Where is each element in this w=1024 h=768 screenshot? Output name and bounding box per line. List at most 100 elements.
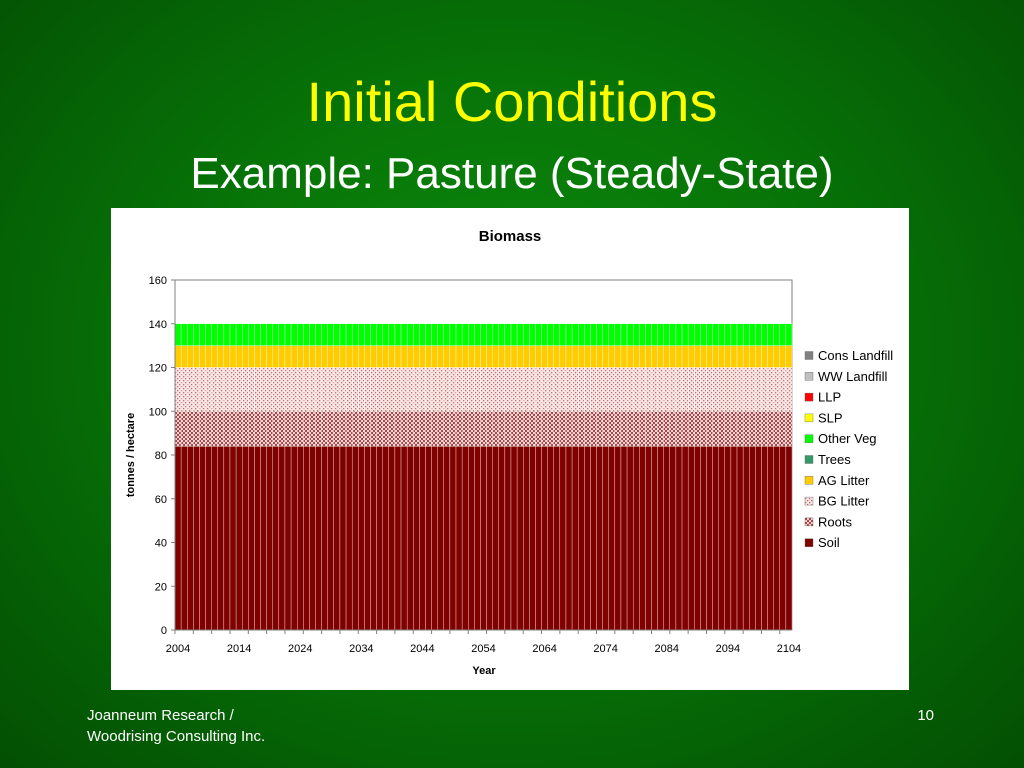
bar-segment-ag-litter: [547, 345, 554, 368]
legend-item: AG Litter: [804, 473, 870, 488]
bar-segment-ag-litter: [681, 345, 689, 368]
bar-segment-bg-litter: [724, 367, 732, 412]
bar-segment-roots: [468, 411, 475, 447]
bar-segment-roots: [187, 411, 194, 447]
bar-segment-roots: [400, 411, 408, 447]
bar-segment-ag-litter: [284, 345, 292, 368]
bar-segment-other-veg: [486, 323, 493, 346]
legend-swatch: [804, 538, 814, 547]
bar-segment-roots: [297, 411, 304, 447]
bar-segment-soil: [608, 446, 616, 631]
bar-segment-ag-litter: [180, 345, 188, 368]
bar-segment-ag-litter: [339, 345, 347, 368]
bar-segment-other-veg: [767, 323, 774, 346]
bar-segment-soil: [406, 446, 414, 631]
bar-segment-bg-litter: [608, 367, 616, 412]
bar-segment-bg-litter: [406, 367, 414, 412]
bar-segment-bg-litter: [663, 367, 670, 412]
bar-segment-soil: [620, 446, 628, 631]
bar-segment-other-veg: [406, 323, 414, 346]
bar-segment-bg-litter: [205, 367, 212, 412]
bar-segment-bg-litter: [761, 367, 768, 412]
legend-swatch: [804, 455, 814, 464]
bar-segment-ag-litter: [400, 345, 408, 368]
bar-segment-roots: [205, 411, 212, 447]
bar-segment-bg-litter: [351, 367, 359, 412]
bar-segment-ag-litter: [376, 345, 383, 368]
bar-segment-roots: [584, 411, 591, 447]
bar-segment-ag-litter: [455, 345, 463, 368]
bar-segment-other-veg: [614, 323, 622, 346]
bar-segment-roots: [254, 411, 261, 447]
bar-segment-soil: [431, 446, 438, 631]
bar-segment-roots: [559, 411, 567, 447]
bar-segment-roots: [614, 411, 622, 447]
bar-segment-soil: [749, 446, 756, 631]
bar-segment-soil: [394, 446, 402, 631]
bar-segment-soil: [529, 446, 536, 631]
bar-segment-bg-litter: [309, 367, 316, 412]
legend-label: SLP: [818, 410, 843, 425]
bar-segment-soil: [584, 446, 591, 631]
bar-segment-bg-litter: [321, 367, 328, 412]
bar-segment-other-veg: [645, 323, 652, 346]
bar-segment-bg-litter: [755, 367, 762, 412]
bar-segment-bg-litter: [486, 367, 493, 412]
bar-segment-bg-litter: [730, 367, 738, 412]
bar-segment-soil: [779, 446, 787, 631]
bar-segment-roots: [663, 411, 670, 447]
bar-segment-other-veg: [327, 323, 335, 346]
bar-segment-ag-litter: [303, 345, 310, 368]
bar-segment-ag-litter: [254, 345, 261, 368]
legend-item: Roots: [804, 514, 852, 529]
bar-segment-other-veg: [730, 323, 738, 346]
bar-segment-other-veg: [712, 323, 719, 346]
bar-segment-ag-litter: [370, 345, 377, 368]
bar-segment-bg-litter: [223, 367, 231, 412]
bar-segment-roots: [706, 411, 713, 447]
bar-segment-bg-litter: [651, 367, 658, 412]
bar-segment-bg-litter: [315, 367, 322, 412]
bar-segment-soil: [364, 446, 371, 631]
bar-segment-soil: [223, 446, 231, 631]
bar-segment-bg-litter: [474, 367, 481, 412]
bar-segment-ag-litter: [345, 345, 353, 368]
bar-segment-other-veg: [284, 323, 292, 346]
bar-segment-other-veg: [669, 323, 677, 346]
bar-segment-bg-litter: [523, 367, 530, 412]
bar-segment-other-veg: [193, 323, 200, 346]
bar-segment-ag-litter: [290, 345, 298, 368]
bar-segment-ag-litter: [541, 345, 548, 368]
bar-segment-roots: [413, 411, 420, 447]
bar-segment-bg-litter: [370, 367, 377, 412]
bar-segment-ag-litter: [187, 345, 194, 368]
bar-segment-other-veg: [443, 323, 451, 346]
bar-segment-roots: [712, 411, 719, 447]
bar-segment-other-veg: [785, 323, 793, 346]
bar-segment-ag-litter: [706, 345, 713, 368]
bar-segment-bg-litter: [785, 367, 793, 412]
y-tick-label: 20: [155, 581, 167, 593]
bar-segment-roots: [608, 411, 616, 447]
bar-segment-soil: [278, 446, 286, 631]
bar-segment-soil: [761, 446, 768, 631]
legend-label: Trees: [818, 452, 851, 467]
y-tick-label: 160: [149, 275, 167, 287]
bar-segment-bg-litter: [272, 367, 280, 412]
bar-segment-soil: [443, 446, 451, 631]
bar-segment-roots: [620, 411, 628, 447]
bar-segment-roots: [339, 411, 347, 447]
bar-segment-bg-litter: [187, 367, 194, 412]
bar-segment-bg-litter: [382, 367, 389, 412]
bar-segment-soil: [578, 446, 585, 631]
bar-segment-other-veg: [364, 323, 371, 346]
bar-segment-soil: [339, 446, 347, 631]
bar-segment-other-veg: [388, 323, 396, 346]
bar-segment-other-veg: [339, 323, 347, 346]
bar-segment-soil: [742, 446, 750, 631]
bar-segment-other-veg: [394, 323, 402, 346]
bar-segment-bg-litter: [657, 367, 664, 412]
bar-segment-other-veg: [199, 323, 206, 346]
bar-segment-bg-litter: [235, 367, 243, 412]
bar-segment-bg-litter: [217, 367, 225, 412]
